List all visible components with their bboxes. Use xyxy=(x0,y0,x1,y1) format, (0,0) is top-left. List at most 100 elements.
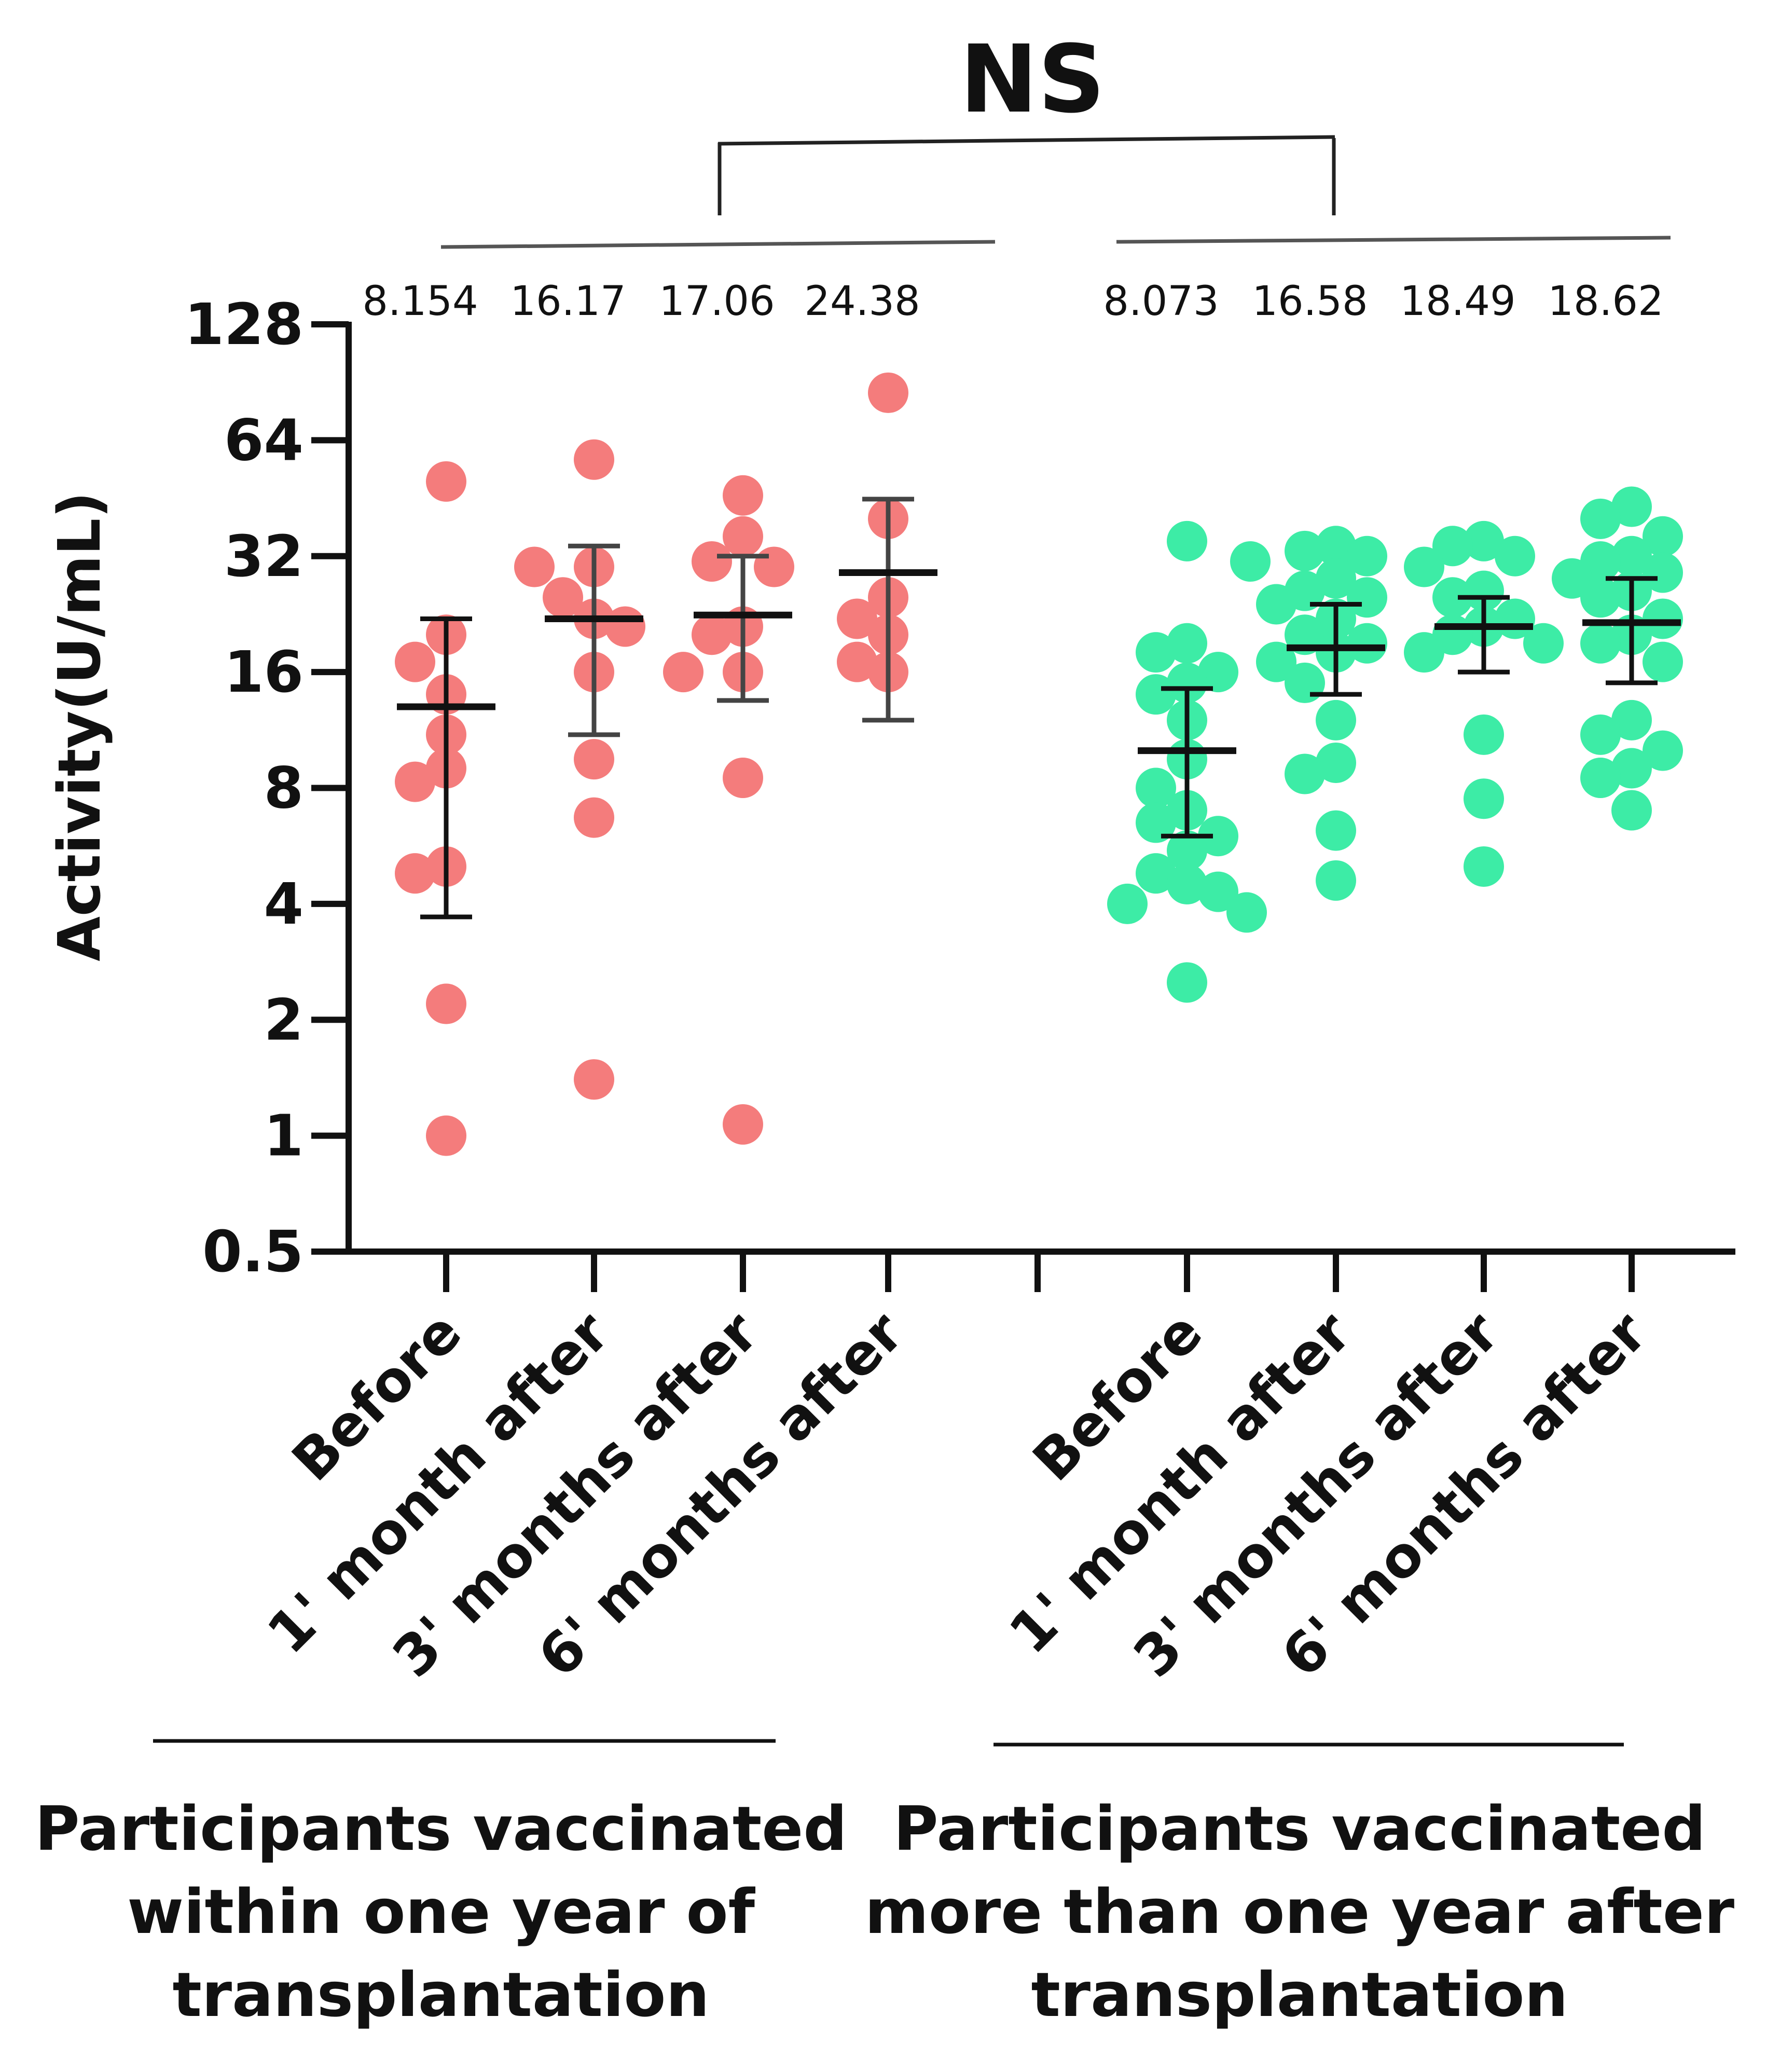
data-point xyxy=(574,739,614,780)
data-point xyxy=(1580,577,1621,618)
data-point xyxy=(1167,662,1207,703)
data-point xyxy=(1167,863,1207,904)
data-point xyxy=(395,641,435,682)
data-point xyxy=(605,606,645,647)
data-point xyxy=(1316,742,1356,783)
data-point xyxy=(1316,558,1356,599)
significance-label: NS xyxy=(960,25,1105,134)
data-point xyxy=(1495,536,1535,577)
data-point xyxy=(1107,883,1148,924)
data-point xyxy=(514,546,555,587)
mean-value-label: 17.06 xyxy=(659,278,775,325)
data-point xyxy=(574,439,614,480)
group-label-line: within one year of xyxy=(127,1876,756,1947)
data-point xyxy=(1316,810,1356,851)
data-point xyxy=(723,1104,763,1145)
data-points xyxy=(395,372,1683,1156)
data-point xyxy=(1643,516,1683,557)
data-point xyxy=(1643,641,1683,682)
data-point xyxy=(574,797,614,838)
data-point xyxy=(1167,962,1207,1003)
y-tick-label: 0.5 xyxy=(202,1218,303,1285)
data-point xyxy=(1316,860,1356,901)
data-point xyxy=(1198,652,1238,693)
group-label-line: transplantation xyxy=(173,1959,710,2030)
y-tick-label: 32 xyxy=(224,523,303,589)
data-point xyxy=(395,853,435,894)
data-point xyxy=(1580,623,1621,664)
data-point xyxy=(1136,802,1176,843)
data-point xyxy=(1167,830,1207,871)
data-point xyxy=(1611,790,1652,831)
group-label-line: transplantation xyxy=(1031,1959,1568,2030)
mean-value-label: 16.17 xyxy=(510,278,626,325)
data-point xyxy=(395,761,435,802)
data-point xyxy=(1432,526,1473,567)
group-footer-lines xyxy=(153,1739,1624,1747)
data-point xyxy=(1404,546,1444,587)
data-point xyxy=(1464,714,1504,755)
data-point xyxy=(426,983,466,1024)
data-point xyxy=(1611,536,1652,577)
data-point xyxy=(1136,767,1176,808)
y-tick-label: 8 xyxy=(264,755,303,821)
data-point xyxy=(1464,570,1504,611)
bracket-top-line xyxy=(717,135,1335,146)
y-tick-label: 4 xyxy=(264,871,303,937)
data-point xyxy=(1643,598,1683,639)
data-point xyxy=(1580,714,1621,755)
y-tick-label: 64 xyxy=(224,407,303,473)
data-point xyxy=(1256,584,1296,625)
data-point xyxy=(1226,892,1267,933)
data-point xyxy=(1432,577,1473,618)
mean-value-label: 8.073 xyxy=(1103,278,1219,325)
group-labels: Participants vaccinated within one year o… xyxy=(35,1793,1734,2030)
data-point xyxy=(1643,730,1683,771)
data-point xyxy=(426,1115,466,1156)
data-point xyxy=(663,652,703,693)
data-point xyxy=(1464,520,1504,561)
group-label-line: Participants vaccinated xyxy=(893,1793,1706,1864)
data-point xyxy=(1580,498,1621,539)
data-point xyxy=(1285,662,1325,703)
group-2-span-line xyxy=(1116,236,1671,244)
data-point xyxy=(1347,536,1387,577)
data-point xyxy=(1316,526,1356,567)
data-point xyxy=(1316,699,1356,740)
mean-value-labels: 8.154 16.17 17.06 24.38 8.073 16.58 18.49 18.62 xyxy=(362,278,1663,325)
group-1-span-line xyxy=(440,240,996,249)
data-point xyxy=(426,461,466,502)
data-point xyxy=(1464,846,1504,887)
data-point xyxy=(1404,632,1444,673)
data-point xyxy=(1611,699,1652,740)
data-point xyxy=(1230,541,1271,582)
mean-value-label: 16.58 xyxy=(1252,278,1368,325)
data-point xyxy=(1198,871,1238,912)
data-point xyxy=(1256,641,1296,682)
data-point xyxy=(1285,530,1325,571)
data-point xyxy=(574,1059,614,1100)
data-point xyxy=(1347,577,1387,618)
data-point xyxy=(1167,623,1207,664)
y-axis-label: Activity(U/mL) xyxy=(46,491,114,961)
data-point xyxy=(723,757,763,798)
y-tick-label: 128 xyxy=(184,291,303,358)
mean-value-label: 24.38 xyxy=(804,278,920,325)
data-point xyxy=(1167,520,1207,561)
group-label-line: Participants vaccinated xyxy=(35,1793,847,1864)
y-tick-label: 1 xyxy=(264,1103,303,1169)
mean-value-label: 8.154 xyxy=(362,278,478,325)
data-point xyxy=(1643,552,1683,593)
data-point xyxy=(1552,558,1592,599)
data-point xyxy=(754,546,794,587)
y-tick-label: 2 xyxy=(264,986,303,1053)
data-point xyxy=(543,577,583,618)
data-point xyxy=(1285,753,1325,794)
data-point xyxy=(723,475,763,516)
data-point xyxy=(1523,623,1564,664)
mean-sd-markers xyxy=(397,497,1681,920)
data-point xyxy=(1136,674,1176,715)
data-point xyxy=(1464,778,1504,819)
data-point xyxy=(1611,486,1652,527)
